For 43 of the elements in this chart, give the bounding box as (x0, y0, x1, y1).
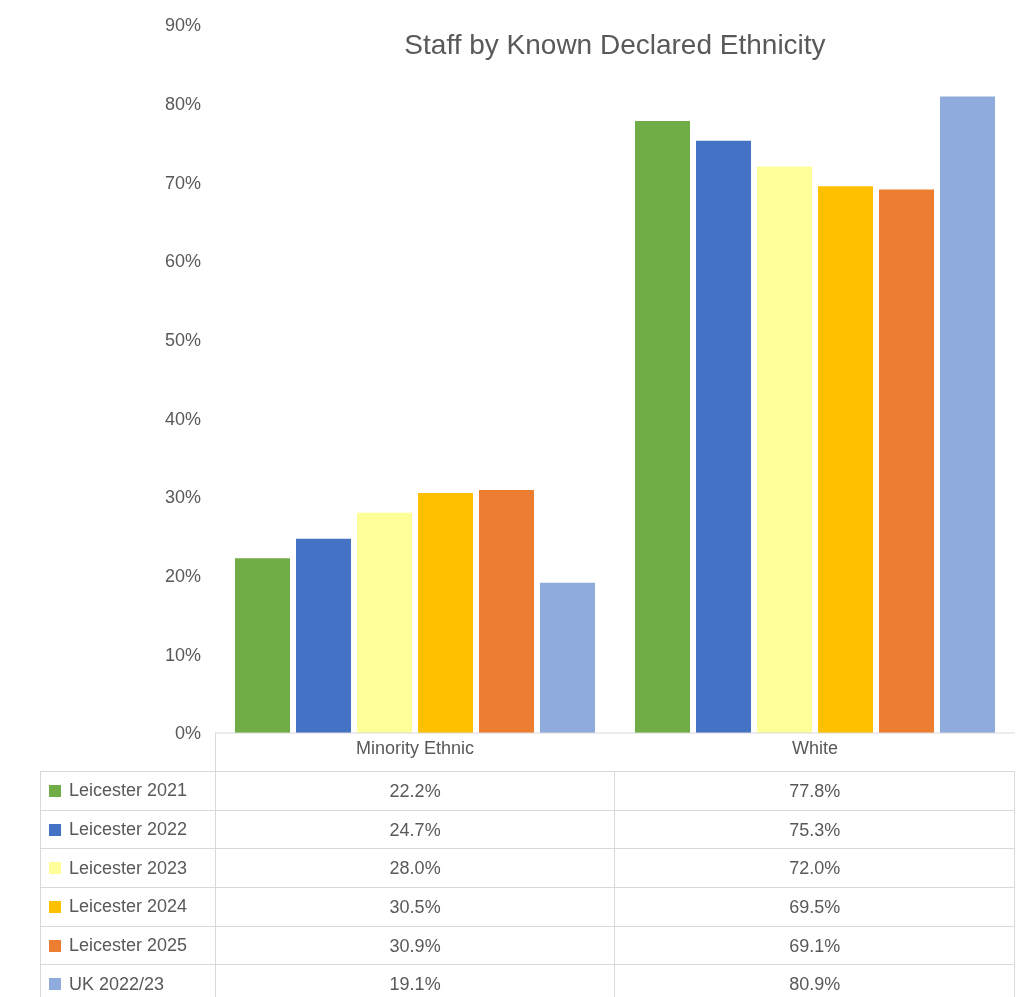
legend-label: Leicester 2025 (69, 935, 188, 957)
data-label: 72.0% (615, 849, 1016, 888)
bar (818, 186, 873, 733)
y-tick-label: 70% (164, 172, 201, 193)
y-tick-label: 40% (164, 408, 201, 429)
bar (696, 140, 751, 733)
y-tick-label: 0% (174, 723, 201, 744)
bar (540, 582, 595, 733)
y-tick-label: 80% (164, 94, 201, 115)
data-label: 30.5% (215, 888, 616, 926)
data-label: 80.9% (615, 965, 1016, 997)
y-tick-label: 90% (164, 15, 201, 36)
bar (296, 538, 351, 733)
y-tick-label: 50% (164, 330, 201, 351)
chart-title: Staff by Known Declared Ethnicity (403, 28, 827, 62)
data-label: 77.8% (615, 772, 1016, 810)
legend-label: Leicester 2021 (69, 780, 188, 802)
bar (940, 96, 995, 733)
data-label: 69.5% (615, 888, 1016, 926)
x-tick-label: White (791, 737, 839, 758)
y-tick-label: 10% (164, 644, 201, 665)
data-label: 19.1% (215, 965, 616, 997)
data-label: 28.0% (215, 849, 616, 888)
x-tick-label: Minority Ethnic (355, 737, 475, 758)
data-label: 75.3% (615, 810, 1016, 849)
legend-label: Leicester 2023 (69, 857, 188, 879)
data-label: 22.2% (215, 772, 616, 810)
y-tick-label: 60% (164, 251, 201, 272)
bar (418, 493, 473, 733)
legend-label: Leicester 2022 (69, 819, 188, 841)
bar (757, 166, 812, 733)
bar (635, 120, 690, 733)
bar (479, 489, 534, 733)
bar (235, 558, 290, 733)
bar (357, 512, 412, 733)
data-label: 30.9% (215, 926, 616, 965)
legend-label: UK 2022/23 (69, 973, 165, 995)
data-label: 69.1% (615, 926, 1016, 965)
data-label: 24.7% (215, 810, 616, 849)
y-tick-label: 20% (164, 566, 201, 587)
bar (879, 189, 934, 733)
y-tick-label: 30% (164, 487, 201, 508)
legend-label: Leicester 2024 (69, 896, 188, 918)
